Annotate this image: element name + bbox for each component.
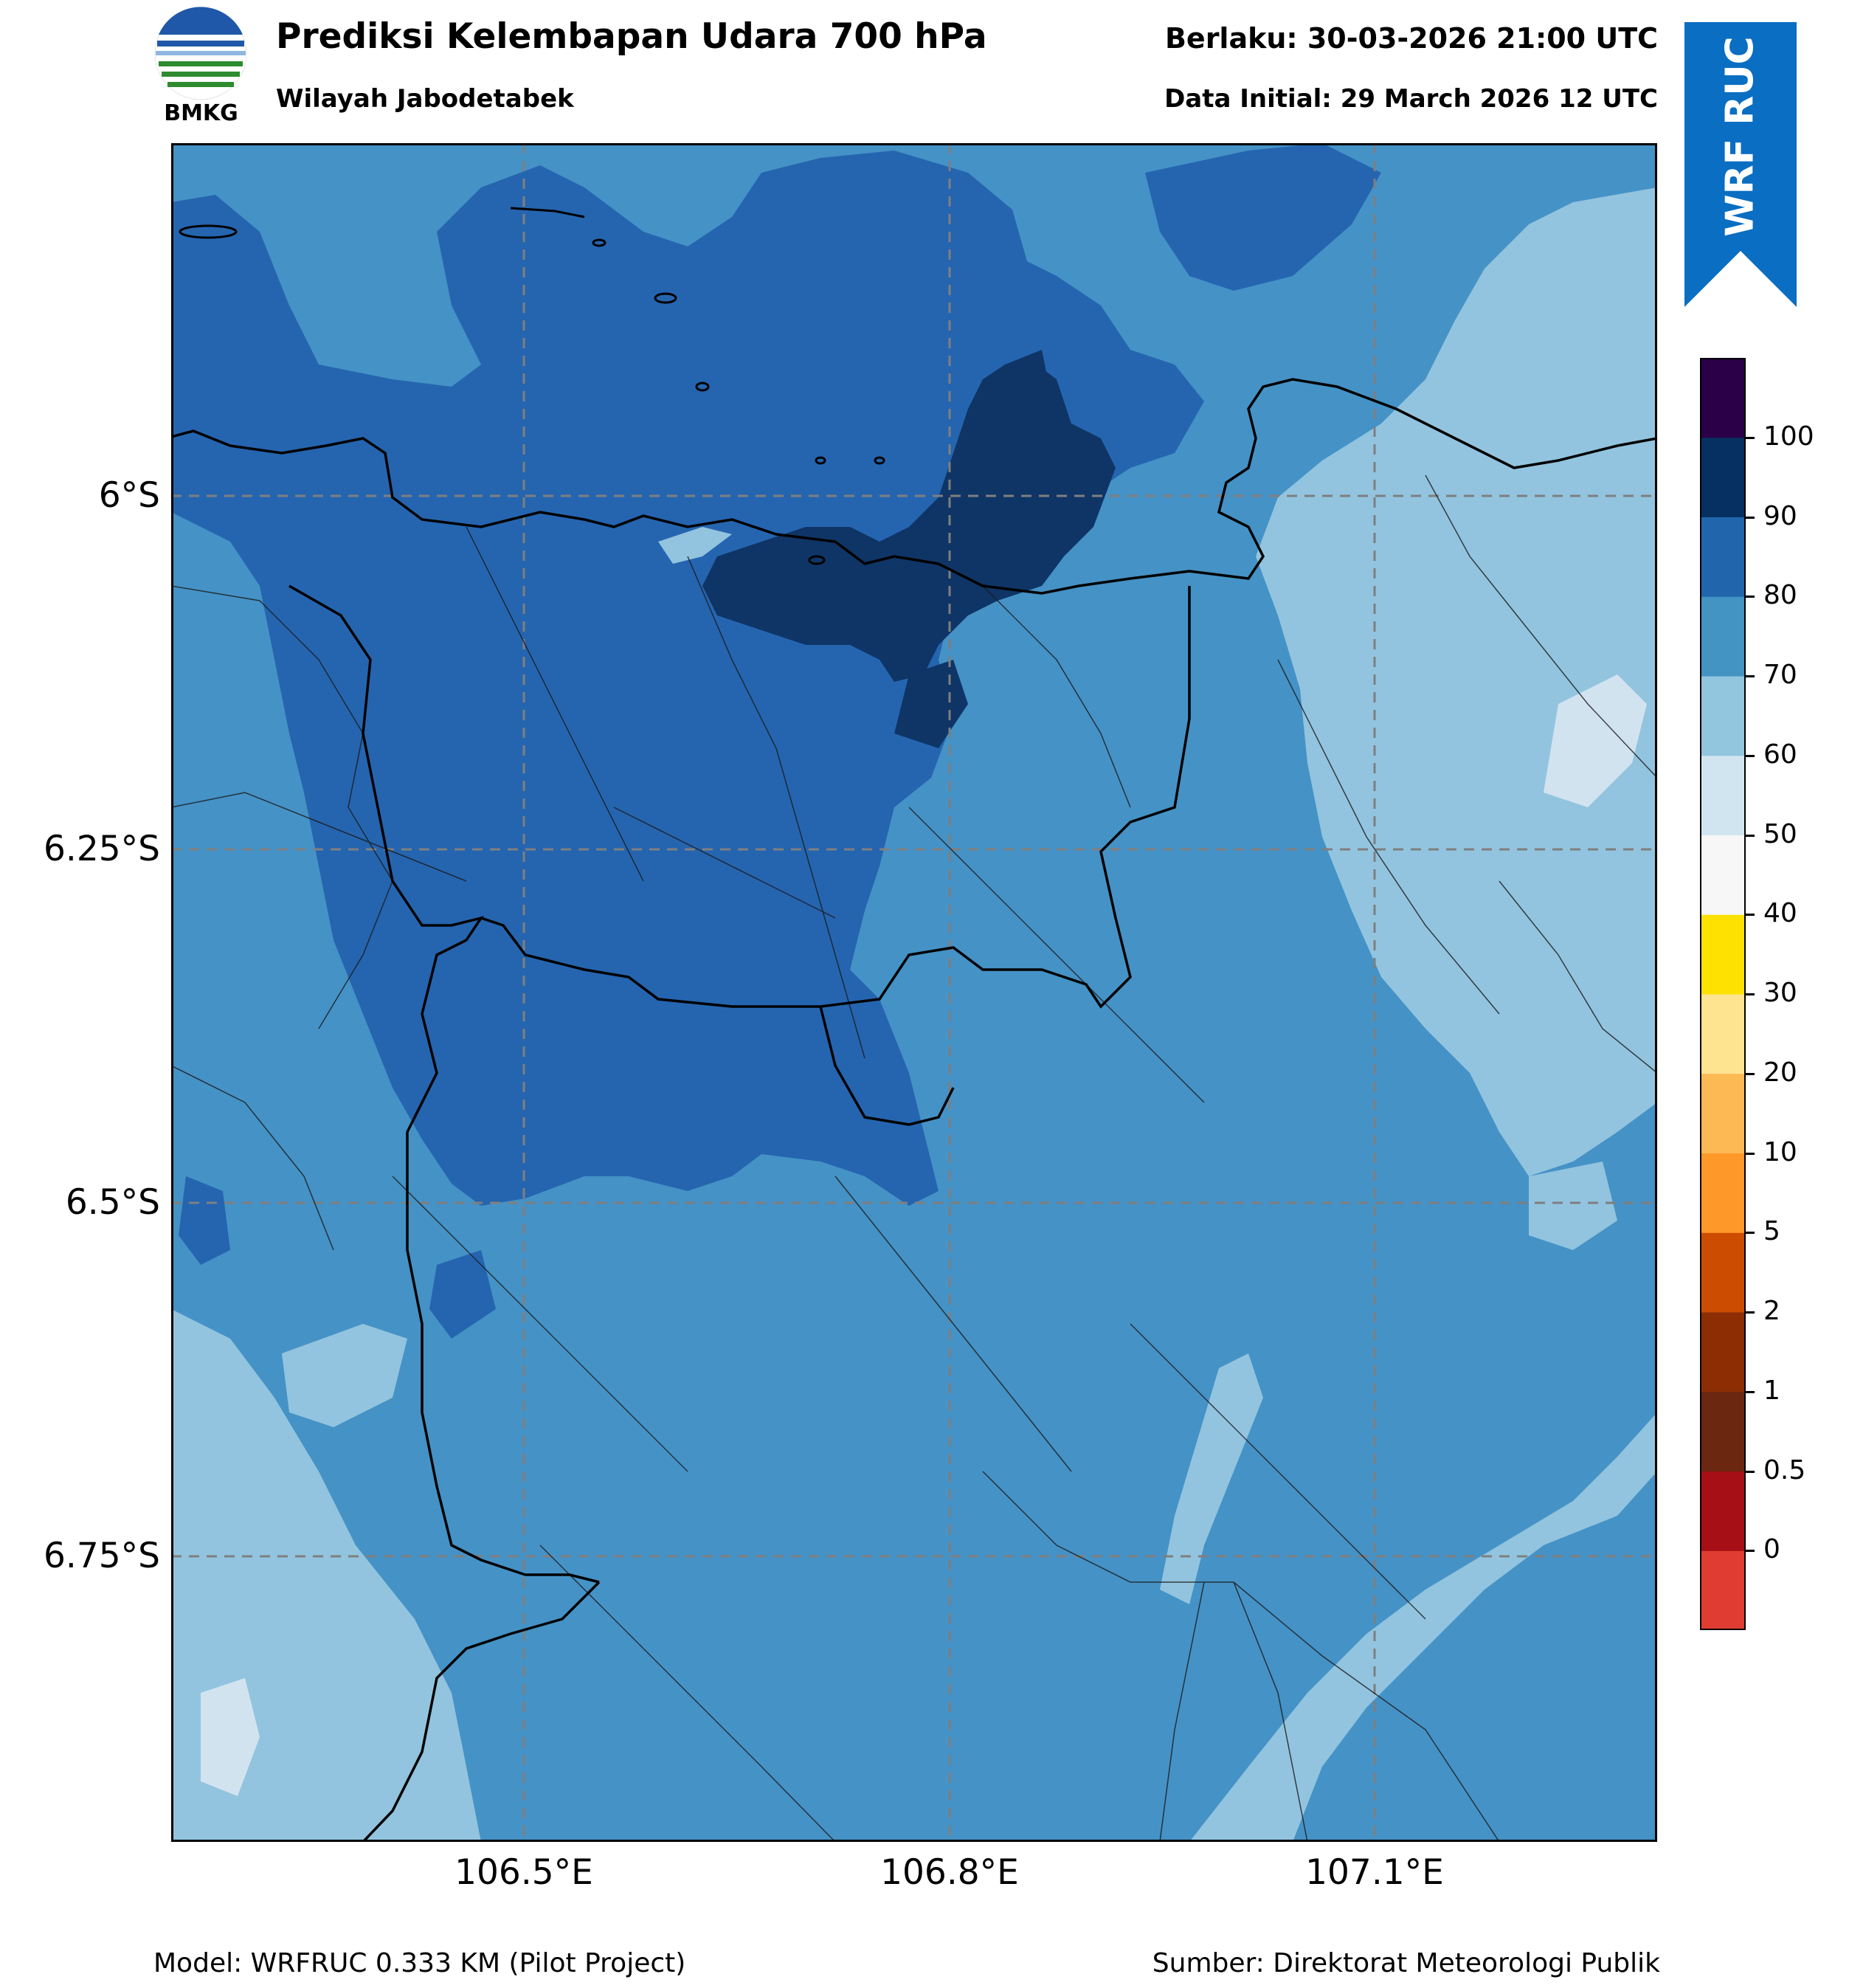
model-info: Model: WRFRUC 0.333 KM (Pilot Project) — [153, 1948, 686, 1978]
colorbar-tick-mark — [1746, 1470, 1755, 1473]
colorbar-segment — [1700, 1312, 1746, 1392]
colorbar-tick-label: 1 — [1763, 1375, 1780, 1406]
colorbar-segment — [1700, 994, 1746, 1074]
lon-label-1065e: 106.5°E — [455, 1852, 593, 1893]
colorbar-tick-mark — [1746, 596, 1755, 598]
band-50-60-southwest — [201, 1678, 260, 1796]
colorbar-segment — [1700, 1471, 1746, 1551]
district-boundaries — [171, 474, 1657, 1842]
colorbar-segment — [1700, 358, 1746, 438]
colorbar-tick-mark — [1746, 914, 1755, 917]
logo-text: BMKG — [164, 100, 238, 126]
humidity-map — [171, 143, 1657, 1842]
colorbar-tick-mark — [1746, 516, 1755, 519]
band-60-70-southeast-patch — [1529, 1162, 1617, 1250]
band-90-100-spot — [1005, 350, 1049, 401]
colorbar-tick-label: 50 — [1763, 818, 1797, 849]
islands — [179, 207, 885, 565]
coastline-and-province — [171, 378, 1657, 1842]
colorbar — [1700, 358, 1746, 1630]
band-60-70-west — [282, 1324, 407, 1427]
band-80-90-west-small — [179, 1176, 230, 1265]
colorbar-tick-mark — [1746, 675, 1755, 677]
colorbar-segment — [1700, 1153, 1746, 1233]
band-50-60-east — [1544, 674, 1647, 807]
colorbar-tick-label: 100 — [1763, 421, 1814, 452]
lat-label-65s: 6.5°S — [65, 1182, 160, 1223]
colorbar-tick-label: 0 — [1763, 1534, 1780, 1565]
colorbar-tick-label: 80 — [1763, 580, 1797, 611]
colorbar-segment — [1700, 676, 1746, 756]
initial-time: Data Initial: 29 March 2026 12 UTC — [1164, 84, 1658, 114]
lat-label-6s: 6°S — [98, 475, 160, 516]
colorbar-tick-label: 90 — [1763, 500, 1797, 531]
page-title: Prediksi Kelembapan Udara 700 hPa — [276, 16, 987, 57]
colorbar-segment — [1700, 1550, 1746, 1630]
colorbar-tick-mark — [1746, 1390, 1755, 1393]
colorbar-tick-label: 10 — [1763, 1136, 1797, 1167]
colorbar-segment — [1700, 1073, 1746, 1153]
colorbar-tick-label: 60 — [1763, 739, 1797, 770]
colorbar-segment — [1700, 517, 1746, 597]
lon-label-1068e: 106.8°E — [880, 1852, 1019, 1893]
band-80-90-center-small — [429, 1250, 496, 1339]
badge-label: WRF RUC — [1718, 36, 1763, 237]
colorbar-segment — [1700, 835, 1746, 915]
colorbar-segment — [1700, 914, 1746, 995]
band-90-100-core — [702, 357, 1116, 682]
colorbar-segment — [1700, 1232, 1746, 1313]
colorbar-tick-mark — [1746, 1152, 1755, 1155]
lon-label-1071e: 107.1°E — [1305, 1852, 1444, 1893]
colorbar-tick-mark — [1746, 1550, 1755, 1553]
colorbar-segment — [1700, 1391, 1746, 1471]
valid-time: Berlaku: 30-03-2026 21:00 UTC — [1164, 22, 1658, 55]
page-subtitle: Wilayah Jabodetabek — [276, 84, 574, 114]
colorbar-tick-label: 30 — [1763, 978, 1797, 1008]
colorbar-tick-label: 40 — [1763, 898, 1797, 929]
colorbar-tick-mark — [1746, 754, 1755, 757]
band-60-70-central-south — [1160, 1353, 1263, 1604]
band-80-90-northeast — [1145, 143, 1381, 291]
lat-label-675s: 6.75°S — [44, 1536, 160, 1576]
colorbar-tick-mark — [1746, 834, 1755, 837]
colorbar-segment — [1700, 437, 1746, 517]
bmkg-logo-icon — [154, 7, 247, 100]
colorbar-tick-label: 5 — [1763, 1216, 1780, 1247]
colorbar-tick-label: 2 — [1763, 1296, 1780, 1326]
band-80-90-main — [171, 151, 1204, 1206]
band-60-70-east — [1189, 187, 1657, 1842]
colorbar-tick-label: 70 — [1763, 660, 1797, 690]
lat-label-625s: 6.25°S — [44, 829, 160, 869]
colorbar-tick-label: 20 — [1763, 1057, 1797, 1088]
colorbar-tick-mark — [1746, 436, 1755, 439]
colorbar-segment — [1700, 755, 1746, 835]
colorbar-tick-mark — [1746, 1311, 1755, 1314]
colorbar-tick-mark — [1746, 1232, 1755, 1235]
colorbar-tick-label: 0.5 — [1763, 1454, 1806, 1485]
colorbar-tick-mark — [1746, 993, 1755, 995]
source-info: Sumber: Direktorat Meteorologi Publik — [1152, 1948, 1660, 1978]
band-60-70-inner-streak — [658, 527, 732, 564]
colorbar-tick-mark — [1746, 1072, 1755, 1075]
wrf-ruc-badge — [1684, 22, 1797, 307]
colorbar-segment — [1700, 596, 1746, 677]
